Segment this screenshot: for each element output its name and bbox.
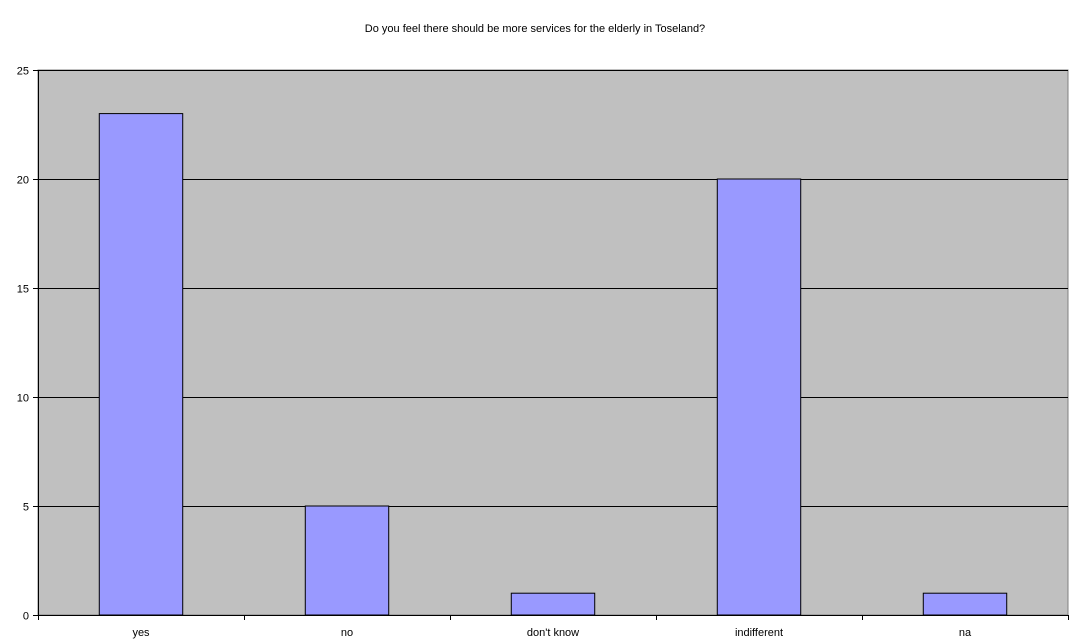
y-tick-labels: 0 5 10 15 20 25 bbox=[17, 66, 29, 623]
plot-area bbox=[37, 69, 1069, 616]
chart-title: Do you feel there should be more service… bbox=[365, 23, 705, 35]
bar-no bbox=[304, 505, 390, 616]
x-tick-label-na: na bbox=[959, 627, 972, 639]
y-tick-label-5: 5 bbox=[23, 502, 29, 514]
y-tick-label-20: 20 bbox=[17, 175, 29, 187]
gridlines bbox=[38, 70, 1068, 507]
bar-yes bbox=[98, 113, 184, 616]
x-tick-label-yes: yes bbox=[132, 627, 150, 639]
x-tick-label-indifferent: indifferent bbox=[735, 627, 783, 639]
y-tick-label-25: 25 bbox=[17, 66, 29, 78]
y-tick-label-0: 0 bbox=[23, 611, 29, 623]
y-tick-label-10: 10 bbox=[17, 393, 29, 405]
y-tick-label-15: 15 bbox=[17, 284, 29, 296]
bars bbox=[98, 113, 1008, 616]
x-tick-label-no: no bbox=[341, 627, 353, 639]
bar-don-t-know bbox=[510, 592, 596, 616]
bar-na bbox=[922, 592, 1008, 616]
x-tick-labels: yes no don't know indifferent na bbox=[132, 627, 972, 639]
bar-indifferent bbox=[716, 178, 802, 616]
x-tick-label-don-t-know: don't know bbox=[527, 627, 579, 639]
axes bbox=[33, 70, 1069, 620]
